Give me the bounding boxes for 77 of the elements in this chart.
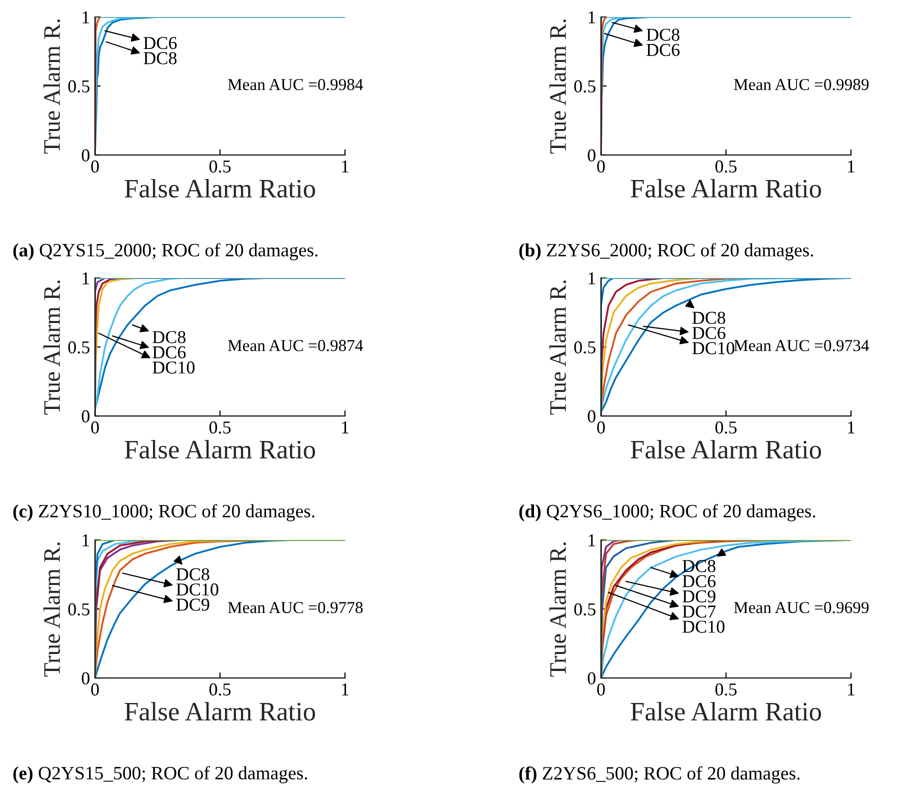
y-axis-title: True Alarm R. — [43, 542, 60, 677]
x-tick-label: 0 — [597, 421, 605, 434]
y-axis-title: True Alarm R. — [549, 19, 566, 154]
annotation: DC8 — [692, 312, 726, 324]
x-tick-label: 1 — [848, 421, 854, 434]
y-axis-title: True Alarm R. — [549, 280, 566, 415]
y-tick-label: 0.5 — [574, 603, 596, 616]
annotation: DC6 — [144, 36, 177, 50]
text: (a) Q2YS15_2000; ROC of 20 damages. — [13, 243, 318, 260]
x-tick-label: 0.5 — [209, 160, 231, 173]
annotation: DC10 — [152, 361, 195, 374]
y-axis-title: True Alarm R. — [549, 542, 566, 677]
annotation: DC10 — [682, 620, 724, 633]
annotation: DC6 — [692, 326, 726, 340]
text: (b) Z2YS6_2000; ROC of 20 damages. — [519, 243, 814, 260]
x-tick-label: 1 — [848, 683, 854, 696]
x-axis-title: False Alarm Ratio — [124, 702, 316, 721]
y-tick-label: 1 — [82, 534, 90, 546]
annotation: DC6 — [152, 346, 186, 358]
x-tick-label: 0 — [91, 683, 99, 696]
y-tick-label: 0 — [82, 149, 90, 162]
x-tick-label: 1 — [848, 160, 854, 172]
text: (f) Z2YS6_500; ROC of 20 damages. — [519, 766, 800, 784]
annotation: Mean AUC =0.9989 — [734, 78, 869, 90]
x-tick-label: 0.5 — [715, 160, 737, 173]
x-axis-title: False Alarm Ratio — [630, 702, 822, 721]
y-tick-label: 0.5 — [68, 341, 90, 354]
y-tick-label: 0 — [588, 410, 596, 422]
annotation: DC6 — [646, 44, 680, 56]
x-tick-label: 0 — [91, 160, 99, 173]
text: (e) Q2YS15_500; ROC of 20 damages. — [13, 766, 308, 784]
annotation: DC6 — [682, 575, 716, 588]
x-tick-label: 0 — [91, 421, 99, 434]
y-tick-label: 1 — [588, 272, 596, 284]
text: (c) Z2YS10_1000; ROC of 20 damages. — [13, 504, 314, 522]
annotation: DC8 — [646, 28, 680, 41]
annotation: Mean AUC =0.9984 — [228, 78, 364, 90]
y-tick-label: 1 — [588, 11, 596, 24]
x-axis-title: False Alarm Ratio — [124, 179, 316, 198]
x-axis-title: False Alarm Ratio — [124, 440, 316, 459]
y-tick-label: 0 — [588, 672, 596, 684]
annotation: DC10 — [176, 583, 218, 596]
y-tick-label: 0.5 — [574, 341, 596, 354]
annotation: DC8 — [176, 568, 210, 580]
y-tick-label: 0.5 — [68, 603, 90, 616]
annotation: DC8 — [144, 52, 177, 64]
y-tick-label: 1 — [82, 272, 90, 284]
y-tick-label: 0 — [82, 410, 90, 422]
annotation: Mean AUC =0.9734 — [734, 340, 870, 352]
x-tick-label: 0.5 — [715, 683, 737, 696]
x-axis-title: False Alarm Ratio — [630, 179, 822, 198]
x-tick-label: 1 — [342, 421, 348, 434]
annotation: DC8 — [152, 331, 186, 344]
annotation: Mean AUC =0.9699 — [734, 602, 869, 614]
y-tick-label: 1 — [82, 11, 90, 24]
x-axis-title: False Alarm Ratio — [630, 440, 822, 459]
annotation: DC9 — [682, 590, 716, 602]
text: (d) Q2YS6_1000; ROC of 20 damages. — [519, 504, 816, 522]
x-tick-label: 0 — [597, 683, 605, 696]
y-tick-label: 1 — [588, 534, 596, 546]
annotation: DC7 — [682, 606, 716, 618]
x-tick-label: 0 — [597, 160, 605, 173]
annotation: Mean AUC =0.9874 — [228, 340, 364, 352]
x-tick-label: 1 — [342, 683, 348, 696]
x-tick-label: 0.5 — [715, 421, 737, 434]
annotation: DC9 — [176, 598, 210, 611]
annotation: DC10 — [692, 342, 734, 354]
x-tick-label: 1 — [342, 160, 348, 172]
y-axis-title: True Alarm R. — [43, 19, 60, 154]
x-tick-label: 0.5 — [209, 683, 231, 696]
y-tick-label: 0.5 — [68, 80, 90, 93]
y-tick-label: 0 — [82, 672, 90, 684]
x-tick-label: 0.5 — [209, 421, 231, 434]
annotation: Mean AUC =0.9778 — [228, 602, 363, 614]
y-tick-label: 0 — [588, 149, 596, 162]
y-axis-title: True Alarm R. — [43, 280, 60, 415]
y-tick-label: 0.5 — [574, 80, 596, 93]
